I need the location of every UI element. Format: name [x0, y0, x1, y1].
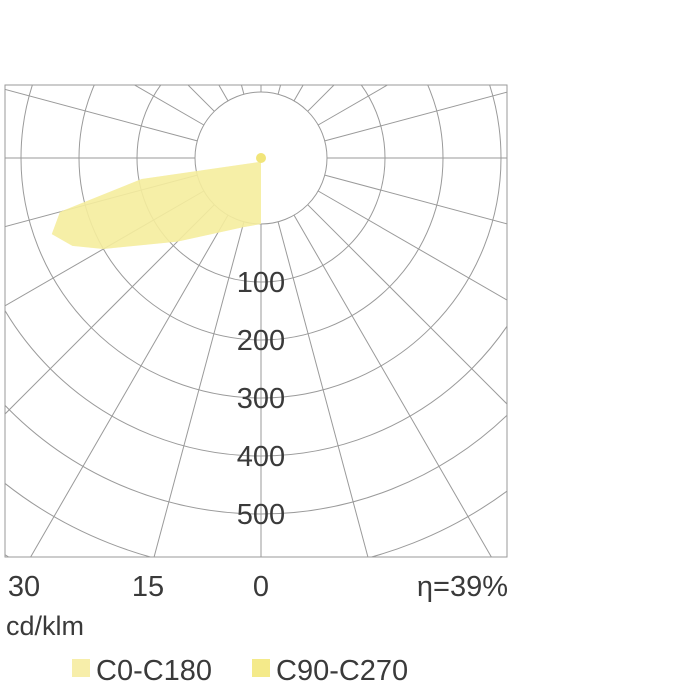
origin-dot — [256, 153, 266, 163]
grid-spoke — [277, 85, 282, 95]
radial-tick-label: 200 — [237, 325, 285, 357]
angle-tick-label: 30 — [8, 571, 40, 603]
radial-tick-label: 100 — [237, 267, 285, 299]
efficiency-label: η=39% — [417, 571, 508, 603]
radial-tick-label: 400 — [237, 441, 285, 473]
grid-ring — [5, 482, 507, 557]
grid-spoke — [324, 91, 507, 142]
grid-spoke — [133, 85, 205, 126]
unit-label: cd/klm — [6, 611, 84, 641]
grid-spoke — [307, 85, 335, 112]
legend-swatch-c0-c180 — [72, 659, 90, 677]
legend-label-c90-c270: C90-C270 — [276, 655, 408, 687]
grid-spoke — [5, 88, 198, 142]
grid-ring — [5, 309, 507, 457]
grid-spoke — [187, 85, 215, 112]
grid-ring — [78, 85, 444, 341]
grid-spoke — [240, 85, 245, 95]
grid-spoke — [324, 174, 507, 225]
grid-ring — [5, 404, 507, 515]
radial-tick-label: 300 — [237, 383, 285, 415]
plot-frame — [4, 84, 508, 558]
angle-tick-label: 0 — [253, 571, 269, 603]
series-layer — [51, 153, 266, 249]
series-area-c90-c270 — [51, 155, 265, 249]
grid-spoke — [317, 190, 507, 301]
series-area-c0-c180 — [51, 155, 265, 249]
grid-spoke — [293, 85, 304, 102]
legend-swatch-c90-c270 — [252, 659, 270, 677]
radial-tick-label: 500 — [237, 499, 285, 531]
angle-tick-label: 15 — [132, 571, 164, 603]
chart-labels: 100 200 300 400 500 30 15 0 η=39% cd/klm C0-C180 C9… — [6, 267, 508, 687]
grid-spoke — [218, 85, 229, 102]
grid-ring — [136, 85, 386, 283]
grid-spoke — [317, 85, 389, 126]
legend-label-c0-c180: C0-C180 — [96, 655, 212, 687]
grid-ring — [20, 85, 502, 399]
